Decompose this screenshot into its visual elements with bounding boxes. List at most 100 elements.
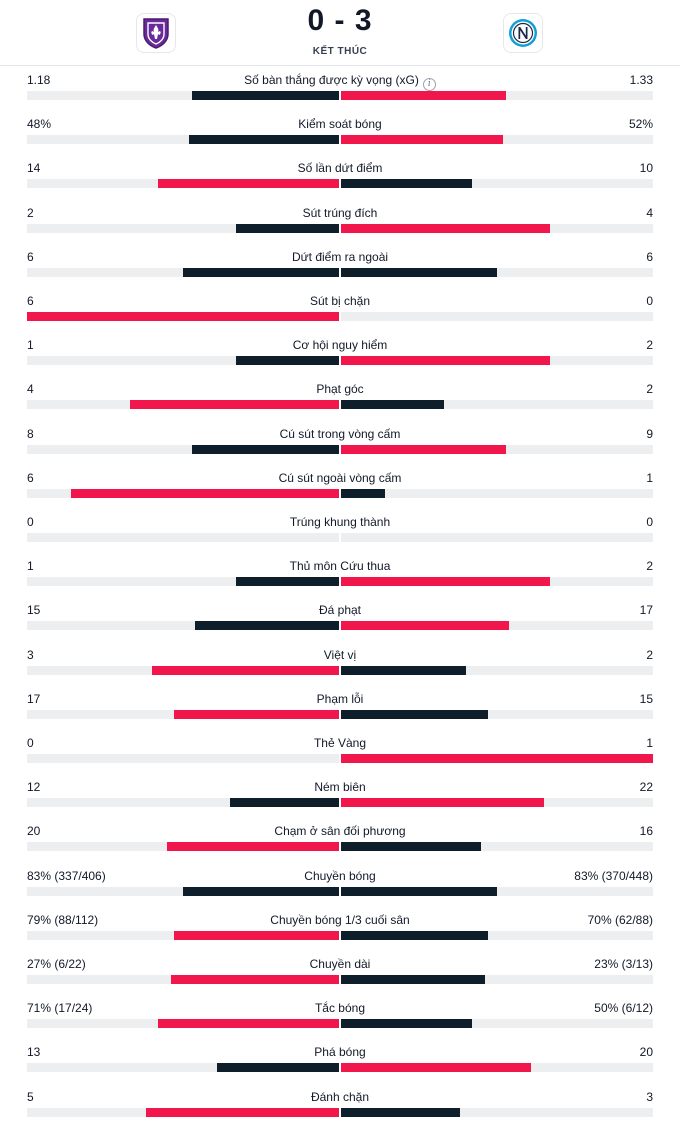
stat-row-chuyen-dai: 27% (6/22) Chuyền dài 23% (3/13): [0, 950, 680, 994]
away-stat-bar: [341, 1019, 473, 1029]
home-stat-bar: [70, 488, 339, 498]
home-stat-value: 1.18: [27, 73, 51, 87]
home-stat-bar: [195, 621, 339, 631]
home-stat-track: [27, 975, 339, 984]
home-stat-track: [27, 798, 339, 808]
stat-label: Phạm lỗi: [140, 692, 540, 706]
stat-row-tac-bong: 71% (17/24) Tắc bóng 50% (6/12): [0, 994, 680, 1038]
stat-label-text: Chạm ở sân đối phương: [274, 824, 406, 839]
home-stat-value: 14: [27, 161, 41, 176]
home-stat-track: [27, 488, 339, 498]
away-stat-bar: [341, 1107, 460, 1117]
home-stat-value: 71% (17/24): [27, 1001, 93, 1016]
away-stat-bar: [341, 444, 507, 454]
stat-label: Chuyền bóng 1/3 cuối sân: [140, 913, 540, 927]
stat-row-kiem-soat-bong: 48% Kiểm soát bóng 52%: [0, 110, 680, 154]
away-stat-bar: [341, 135, 504, 145]
home-stat-value: 48%: [27, 117, 52, 132]
home-stat-bar: [129, 400, 339, 410]
away-stat-track: [341, 91, 653, 100]
home-stat-track: [27, 179, 339, 189]
stat-label: Kiểm soát bóng: [140, 117, 540, 131]
home-stat-track: [27, 135, 339, 145]
away-stat-value: 23% (3/13): [594, 957, 653, 971]
away-stat-track: [341, 975, 653, 984]
home-stat-track: [27, 356, 339, 366]
stat-label-text: Sút trúng đích: [302, 205, 378, 220]
stat-label: Cú sút ngoài vòng cấm: [140, 471, 540, 485]
stat-row-phat-goc: 4 Phạt góc 2: [0, 375, 680, 419]
away-stat-track: [341, 444, 653, 454]
home-stat-value: 6: [27, 294, 34, 308]
away-stat-value: 1: [646, 736, 653, 750]
stat-row-co-hoi-nguy-hiem: 1 Cơ hội nguy hiểm 2: [0, 331, 680, 375]
info-icon[interactable]: i: [422, 78, 436, 91]
home-stat-track: [27, 444, 339, 454]
away-stat-bar: [341, 842, 482, 852]
stat-label-text: Ném biên: [314, 780, 366, 795]
away-stat-track: [341, 930, 653, 940]
stat-label-text: Dứt điểm ra ngoài: [291, 249, 389, 264]
away-stat-value: 15: [639, 691, 653, 706]
away-team-logo[interactable]: [503, 13, 543, 53]
away-stat-bar: [341, 621, 510, 631]
stat-label-text: Phạt góc: [316, 382, 364, 397]
stat-label-text: Số lần dứt điểm: [297, 161, 383, 176]
away-stat-bar: [341, 488, 385, 498]
home-stat-bar: [217, 1063, 339, 1073]
stat-label-text: Sút bị chặn: [309, 294, 371, 308]
away-stat-bar: [341, 91, 507, 100]
home-stat-track: [27, 533, 339, 542]
stat-label: Đánh chặn: [140, 1090, 540, 1104]
stat-label-text: Phạm lỗi: [316, 691, 364, 706]
home-stat-value: 12: [27, 780, 41, 795]
away-stat-value: 3: [646, 1089, 653, 1104]
away-stat-value: 52%: [628, 117, 653, 132]
home-team-logo[interactable]: [136, 13, 176, 53]
home-stat-track: [27, 400, 339, 410]
home-stat-bar: [173, 930, 339, 940]
stat-label: Dứt điểm ra ngoài: [140, 250, 540, 264]
away-stat-value: 2: [646, 647, 653, 662]
home-stat-bar: [158, 179, 339, 189]
home-stat-value: 0: [27, 515, 34, 529]
away-stat-bar: [341, 356, 551, 366]
stat-row-danh-chan: 5 Đánh chặn 3: [0, 1083, 680, 1126]
stat-row-sut-bi-chan: 6 Sút bị chặn 0: [0, 287, 680, 331]
stat-row-trung-khung-thanh: 0 Trúng khung thành 0: [0, 508, 680, 552]
stat-row-thu-mon-cuu-thua: 1 Thủ môn Cứu thua 2: [0, 552, 680, 596]
napoli-crest-icon: [509, 19, 537, 47]
away-stat-track: [341, 621, 653, 631]
away-stat-value: 17: [639, 603, 653, 618]
away-stat-bar: [341, 975, 485, 984]
away-stat-track: [341, 356, 653, 366]
home-stat-bar: [170, 975, 339, 984]
away-stat-value: 16: [639, 824, 653, 839]
home-stat-track: [27, 1019, 339, 1029]
stat-label: Cú sút trong vòng cấm: [140, 427, 540, 441]
home-stat-bar: [27, 312, 339, 321]
match-score: 0 - 3: [307, 4, 373, 37]
home-stat-value: 83% (337/406): [27, 868, 106, 883]
stat-label-text: Cú sút ngoài vòng cấm: [278, 470, 402, 485]
home-stat-bar: [167, 842, 339, 852]
home-stat-value: 1: [27, 559, 34, 574]
stat-label-text: Kiểm soát bóng: [298, 117, 382, 132]
stat-label-text: Cú sút trong vòng cấm: [279, 426, 401, 441]
home-stat-value: 6: [27, 249, 34, 264]
home-stat-value: 8: [27, 426, 34, 441]
away-stat-value: 70% (62/88): [587, 912, 653, 927]
stat-label-text: Chuyền dài: [309, 957, 371, 971]
stat-label-text: Đánh chặn: [310, 1089, 370, 1104]
stat-row-so-lan-dut-diem: 14 Số lần dứt điểm 10: [0, 154, 680, 198]
away-stat-track: [341, 798, 653, 808]
stat-row-so-ban-thang-duoc-ky-vong-xg: 1.18 Số bàn thắng được kỳ vọng (xG) i 1.33: [0, 66, 680, 110]
stat-label: Cơ hội nguy hiểm: [140, 338, 540, 352]
stat-label-text: Việt vị: [323, 647, 357, 662]
home-stat-track: [27, 312, 339, 321]
away-stat-value: 4: [646, 205, 653, 220]
home-stat-bar: [183, 886, 339, 896]
home-stat-track: [27, 1107, 339, 1117]
home-stat-value: 15: [27, 603, 41, 618]
away-stat-value: 9: [646, 426, 653, 441]
